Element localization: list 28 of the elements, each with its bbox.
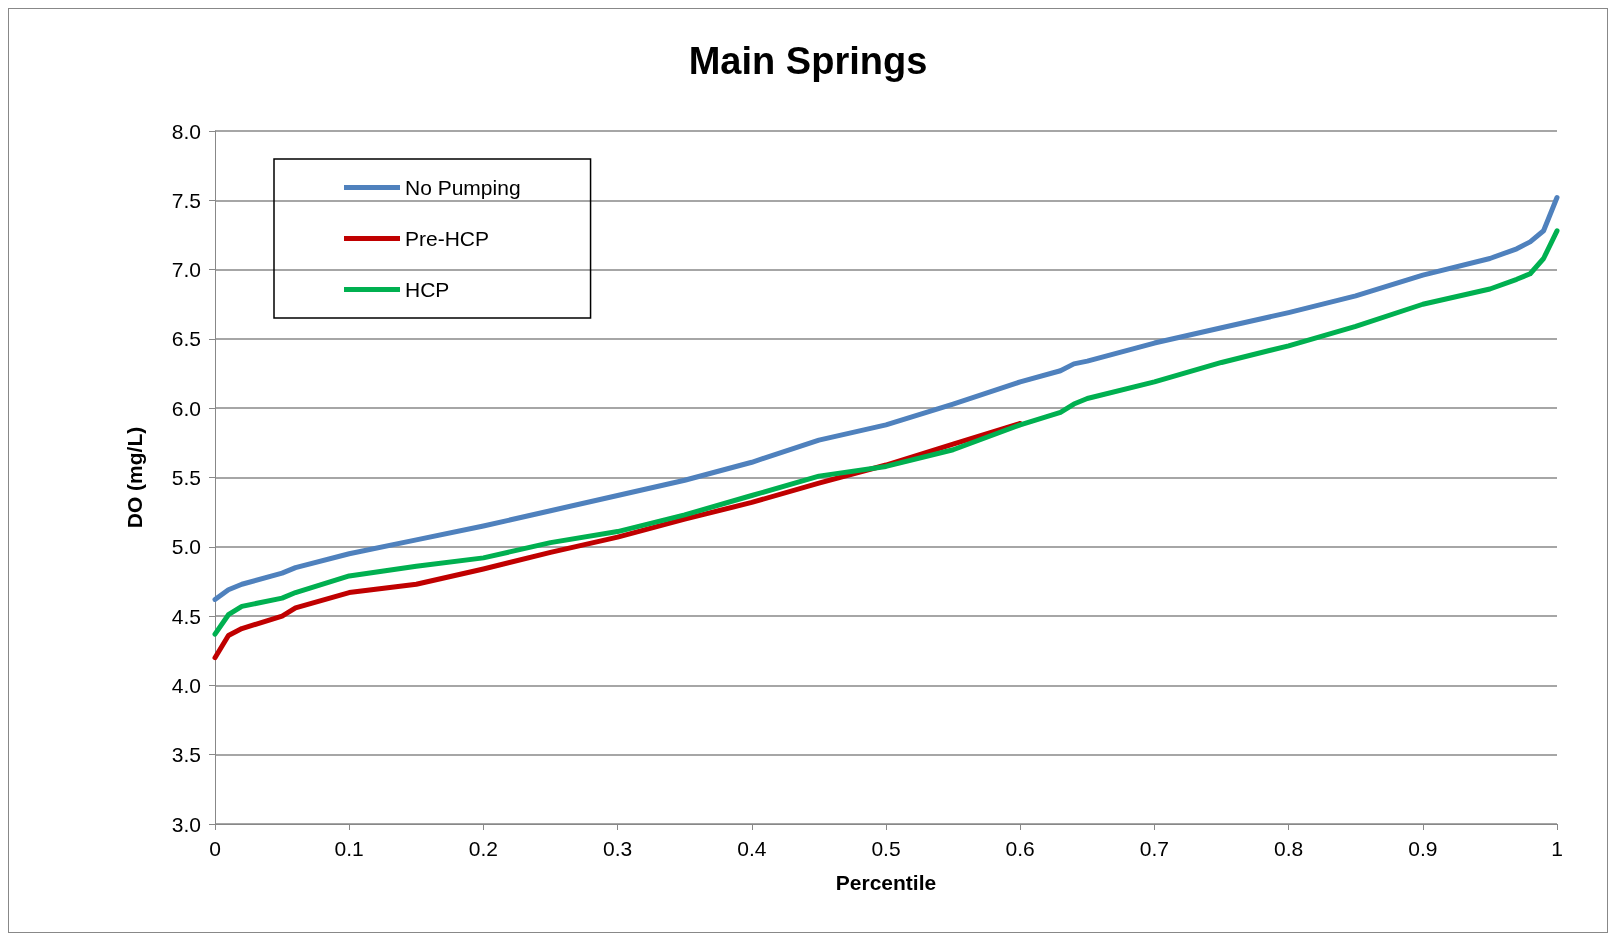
x-tick-label: 0.6 [1005,837,1035,860]
y-tick-label: 6.5 [171,327,201,351]
x-tick-label: 0.3 [603,837,633,860]
y-tick-label: 3.0 [171,812,201,836]
x-axis-title: Percentile [835,871,937,894]
x-tick-label: 0.2 [468,837,498,860]
y-tick-label: 6.0 [171,396,201,420]
x-tick-label: 0.8 [1274,837,1304,860]
y-tick-label: 3.5 [171,743,201,767]
y-axis-title: DO (mg/L) [123,426,146,529]
y-tick-label: 5.5 [171,466,201,489]
x-tick-label: 0.7 [1139,837,1169,860]
chart-title: Main Springs [688,40,928,82]
y-tick-label: 4.0 [171,673,201,697]
x-tick-label: 0.5 [871,837,901,860]
x-tick-label: 0.4 [737,837,767,860]
x-tick-label: 0 [209,837,221,860]
y-tick-label: 7.0 [171,258,201,282]
y-tick-label: 8.0 [171,119,201,143]
legend-label: HCP [405,278,450,301]
y-tick-label: 5.0 [171,535,201,559]
y-tick-label: 4.5 [171,604,201,628]
x-tick-label: 1 [1551,837,1563,860]
y-tick-label: 7.5 [171,188,201,212]
legend-label: Pre-HCP [405,227,490,250]
x-tick-label: 0.1 [334,837,364,860]
x-tick-label: 0.9 [1408,837,1438,860]
legend-label: No Pumping [405,176,521,199]
